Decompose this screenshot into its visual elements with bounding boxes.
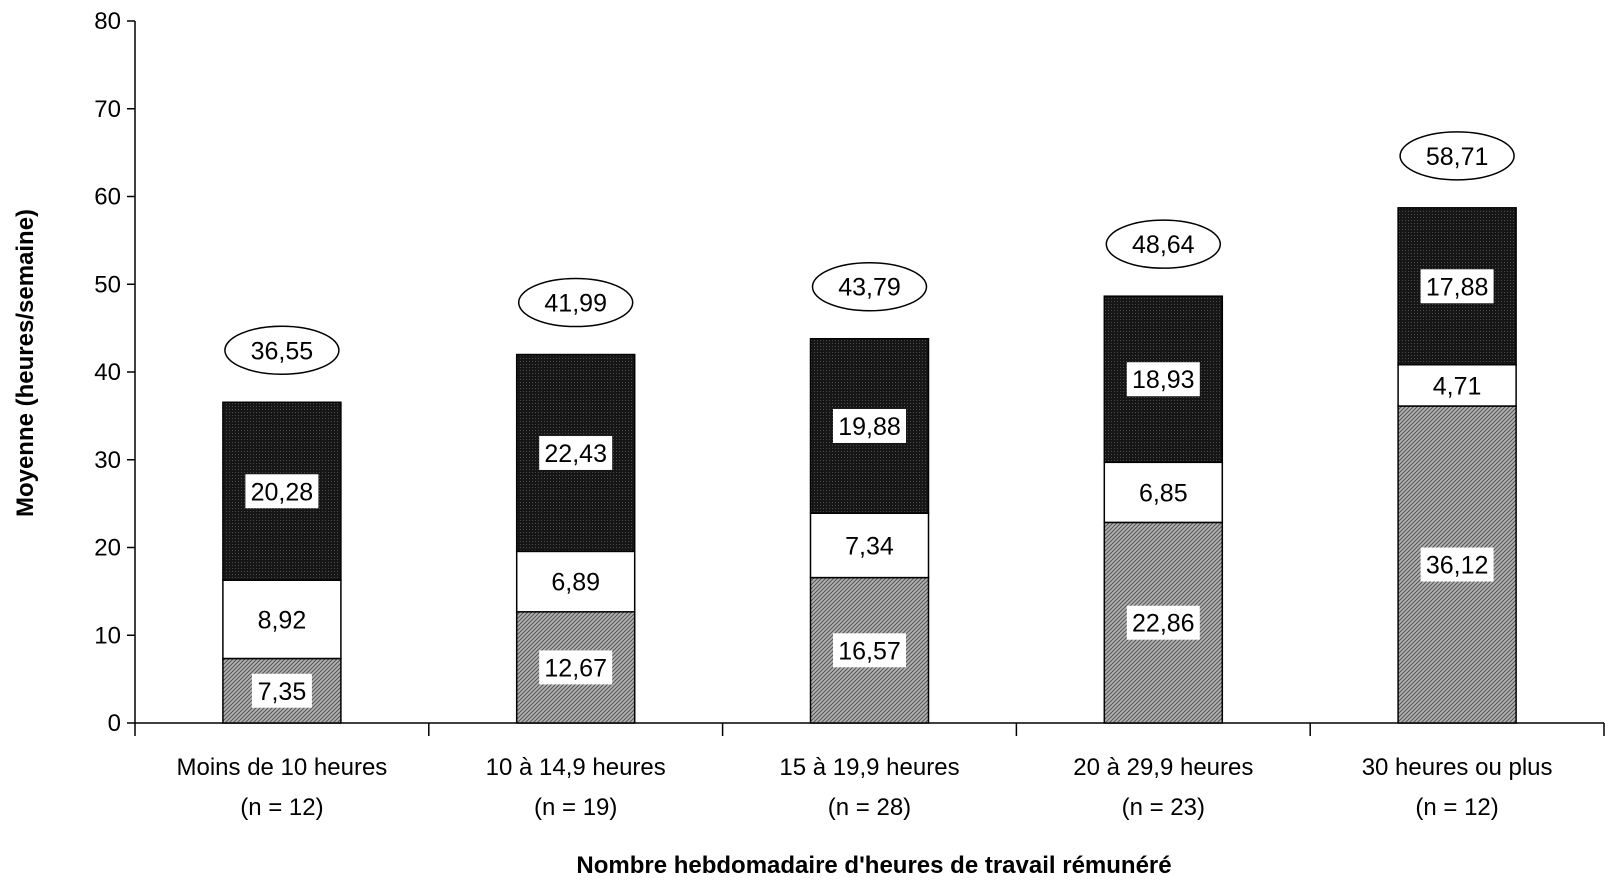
value-label-box xyxy=(833,408,906,443)
labels: 7,35 8,92 20,28 36,55 12,67 6,89 22,43 41,99 16,… xyxy=(224,131,1515,708)
value-label-box xyxy=(545,564,606,599)
value-label: 19,88 xyxy=(838,413,901,441)
value-label: 4,71 xyxy=(1433,372,1482,400)
value-label-box xyxy=(251,602,312,637)
value-label: 22,43 xyxy=(544,440,607,468)
value-label: 16,57 xyxy=(838,637,901,665)
total-label: 43,79 xyxy=(838,274,901,302)
x-category-label: (n = 28) xyxy=(828,794,911,821)
value-label-box xyxy=(1126,605,1200,640)
value-label: 17,88 xyxy=(1426,273,1489,301)
total-label: 58,71 xyxy=(1426,143,1489,171)
value-label: 22,86 xyxy=(1132,610,1195,638)
value-label-box xyxy=(1133,475,1194,510)
value-label-box xyxy=(839,528,900,563)
y-axis-title: Moyenne (heures/semaine) xyxy=(12,209,39,517)
bars xyxy=(222,207,1517,724)
value-label: 20,28 xyxy=(251,478,314,506)
value-label-box xyxy=(1420,547,1494,582)
total-ellipse xyxy=(1105,219,1222,269)
value-label: 7,34 xyxy=(845,532,894,560)
x-axis-title: Nombre hebdomadaire d'heures de travail … xyxy=(576,852,1171,879)
y-tick-label: 10 xyxy=(94,622,121,649)
y-tick-label: 30 xyxy=(94,447,121,474)
value-label-box xyxy=(1126,362,1200,397)
y-tick-label: 20 xyxy=(94,535,121,562)
x-category-label: (n = 19) xyxy=(534,794,617,821)
value-label: 8,92 xyxy=(258,606,307,634)
total-ellipse xyxy=(811,261,928,312)
value-label: 12,67 xyxy=(544,654,607,682)
x-category-label: Moins de 10 heures xyxy=(177,754,388,781)
y-tick-label: 70 xyxy=(94,96,121,123)
value-label: 7,35 xyxy=(258,678,307,706)
x-category-label: (n = 12) xyxy=(240,794,323,821)
total-ellipse xyxy=(1399,131,1515,181)
axes: 0 10 20 30 40 50 60 70 80 Moins de 10 heures (n = … xyxy=(94,8,1605,821)
y-tick-label: 50 xyxy=(94,271,121,298)
value-label-box xyxy=(539,650,613,685)
value-label-box xyxy=(1420,269,1494,304)
total-label: 41,99 xyxy=(544,290,607,318)
bar-segment xyxy=(222,657,342,724)
value-label-box xyxy=(1427,368,1488,403)
x-category-label: (n = 23) xyxy=(1122,794,1205,821)
value-label-box xyxy=(251,673,312,708)
total-label: 48,64 xyxy=(1132,231,1195,259)
total-ellipse xyxy=(224,325,340,376)
value-label-box xyxy=(245,474,319,509)
value-label: 18,93 xyxy=(1132,366,1195,394)
value-label: 6,85 xyxy=(1139,479,1188,507)
x-category-label: 10 à 14,9 heures xyxy=(486,754,666,781)
value-label: 6,89 xyxy=(551,569,600,597)
y-tick-label: 40 xyxy=(94,359,121,386)
value-label-box xyxy=(833,633,906,668)
x-category-label: 15 à 19,9 heures xyxy=(779,754,959,781)
y-tick-label: 80 xyxy=(94,8,121,35)
value-label-box xyxy=(539,435,613,470)
x-category-label: 30 heures ou plus xyxy=(1362,754,1553,781)
x-category-label: (n = 12) xyxy=(1415,794,1498,821)
x-category-label: 20 à 29,9 heures xyxy=(1073,754,1253,781)
value-label: 36,12 xyxy=(1426,552,1489,580)
y-tick-label: 0 xyxy=(108,710,121,737)
total-ellipse xyxy=(517,277,634,328)
y-tick-label: 60 xyxy=(94,184,121,211)
total-label: 36,55 xyxy=(251,337,314,365)
